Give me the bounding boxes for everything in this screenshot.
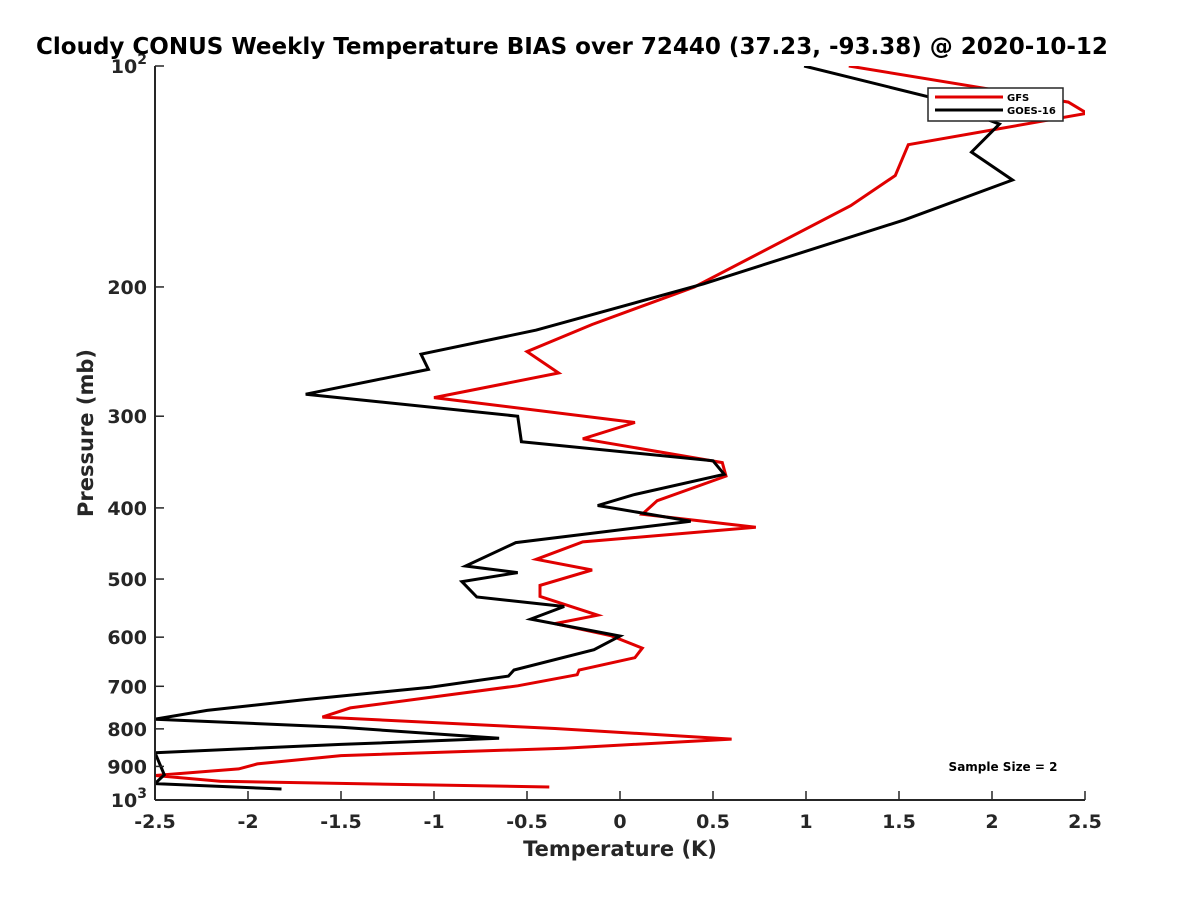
y-tick-label: 800 (107, 719, 147, 741)
y-tick-label: 200 (107, 277, 147, 299)
x-tick-label: 0.5 (696, 811, 730, 833)
x-tick-label: -2.5 (134, 811, 176, 833)
chart-title: Cloudy CONUS Weekly Temperature BIAS ove… (36, 34, 1108, 60)
legend-label: GOES-16 (1007, 106, 1056, 117)
x-tick-label: -1.5 (320, 811, 362, 833)
legend-label: GFS (1007, 93, 1029, 104)
y-tick-label: 900 (107, 756, 147, 778)
x-tick-label: -2 (237, 811, 258, 833)
x-ticks: -2.5 -2 -1.5 -1 -0.5 0 0.5 1 1.5 2 2.5 (134, 791, 1102, 833)
x-tick-label: 1 (799, 811, 812, 833)
x-tick-label: -0.5 (506, 811, 548, 833)
y-tick-label: 500 (107, 569, 147, 591)
y-tick-label: 400 (107, 498, 147, 520)
y-tick-label: 300 (107, 406, 147, 428)
y-tick-label: 102 (111, 52, 147, 78)
x-tick-label: -1 (423, 811, 444, 833)
y-ticks: 102 200 300 400 500 600 700 800 900 103 (107, 52, 164, 812)
sample-size-annotation: Sample Size = 2 (949, 760, 1058, 774)
y-tick-label: 700 (107, 676, 147, 698)
y-tick-label: 600 (107, 627, 147, 649)
x-axis-title: Temperature (K) (523, 837, 717, 861)
series-line-goes-16 (155, 66, 1016, 791)
series-line-gfs (155, 66, 1085, 789)
y-tick-label: 103 (111, 786, 147, 812)
legend-box (927, 87, 1064, 122)
x-tick-label: 2 (985, 811, 998, 833)
x-tick-label: 0 (613, 811, 626, 833)
x-tick-label: 1.5 (882, 811, 916, 833)
legend: GFS GOES-16 (927, 87, 1064, 122)
series-layer (155, 66, 1085, 791)
y-axis-title: Pressure (mb) (74, 349, 98, 517)
x-tick-label: 2.5 (1068, 811, 1102, 833)
